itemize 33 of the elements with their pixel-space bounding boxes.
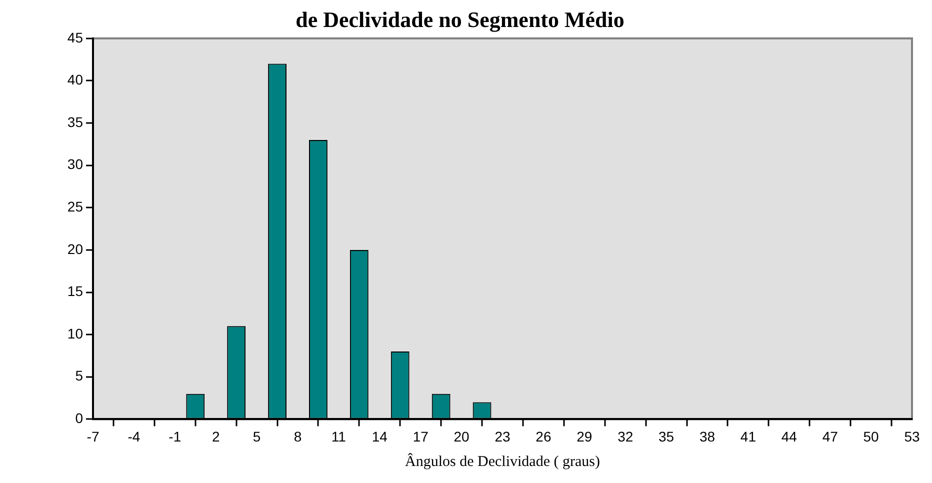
- y-tick-label: 15: [67, 283, 84, 300]
- x-tick-label: -7: [86, 428, 100, 444]
- chart-title: de Declividade no Segmento Médio: [296, 6, 624, 32]
- x-tick-label: -4: [128, 428, 140, 444]
- x-tick-label: 53: [904, 428, 920, 444]
- x-tick-label: 2: [212, 428, 220, 444]
- x-tick-label: 32: [618, 428, 634, 444]
- y-tick-label: 35: [67, 114, 84, 130]
- y-tick-label: 30: [67, 156, 84, 172]
- x-axis-title: Ângulos de Declividade ( graus): [405, 452, 600, 470]
- y-tick-label: 5: [75, 368, 84, 384]
- x-tick-label: 11: [331, 428, 346, 444]
- x-tick-label: 50: [863, 428, 880, 444]
- x-tick-label: 14: [372, 428, 388, 444]
- x-tick-label: 20: [454, 428, 470, 444]
- x-tick-label: -1: [168, 428, 182, 444]
- y-tick-label: 45: [67, 29, 84, 46]
- x-tick-label: 5: [252, 428, 261, 444]
- x-tick-label: 44: [781, 428, 798, 444]
- x-tick-label: 35: [658, 428, 674, 444]
- x-tick-label: 38: [699, 428, 716, 444]
- x-tick-label: 29: [576, 428, 592, 444]
- x-tick-label: 47: [822, 428, 838, 444]
- y-tick-label: 0: [75, 410, 84, 426]
- y-tick-label: 40: [67, 72, 84, 88]
- x-tick-label: 23: [494, 428, 510, 444]
- x-tick-label: 8: [294, 428, 302, 444]
- y-tick-label: 20: [67, 240, 84, 257]
- y-tick-label: 10: [67, 325, 84, 342]
- x-tick-label: 26: [536, 428, 552, 444]
- y-tick-label: 25: [67, 198, 84, 215]
- x-tick-label: 41: [740, 428, 756, 444]
- x-tick-label: 17: [412, 428, 429, 444]
